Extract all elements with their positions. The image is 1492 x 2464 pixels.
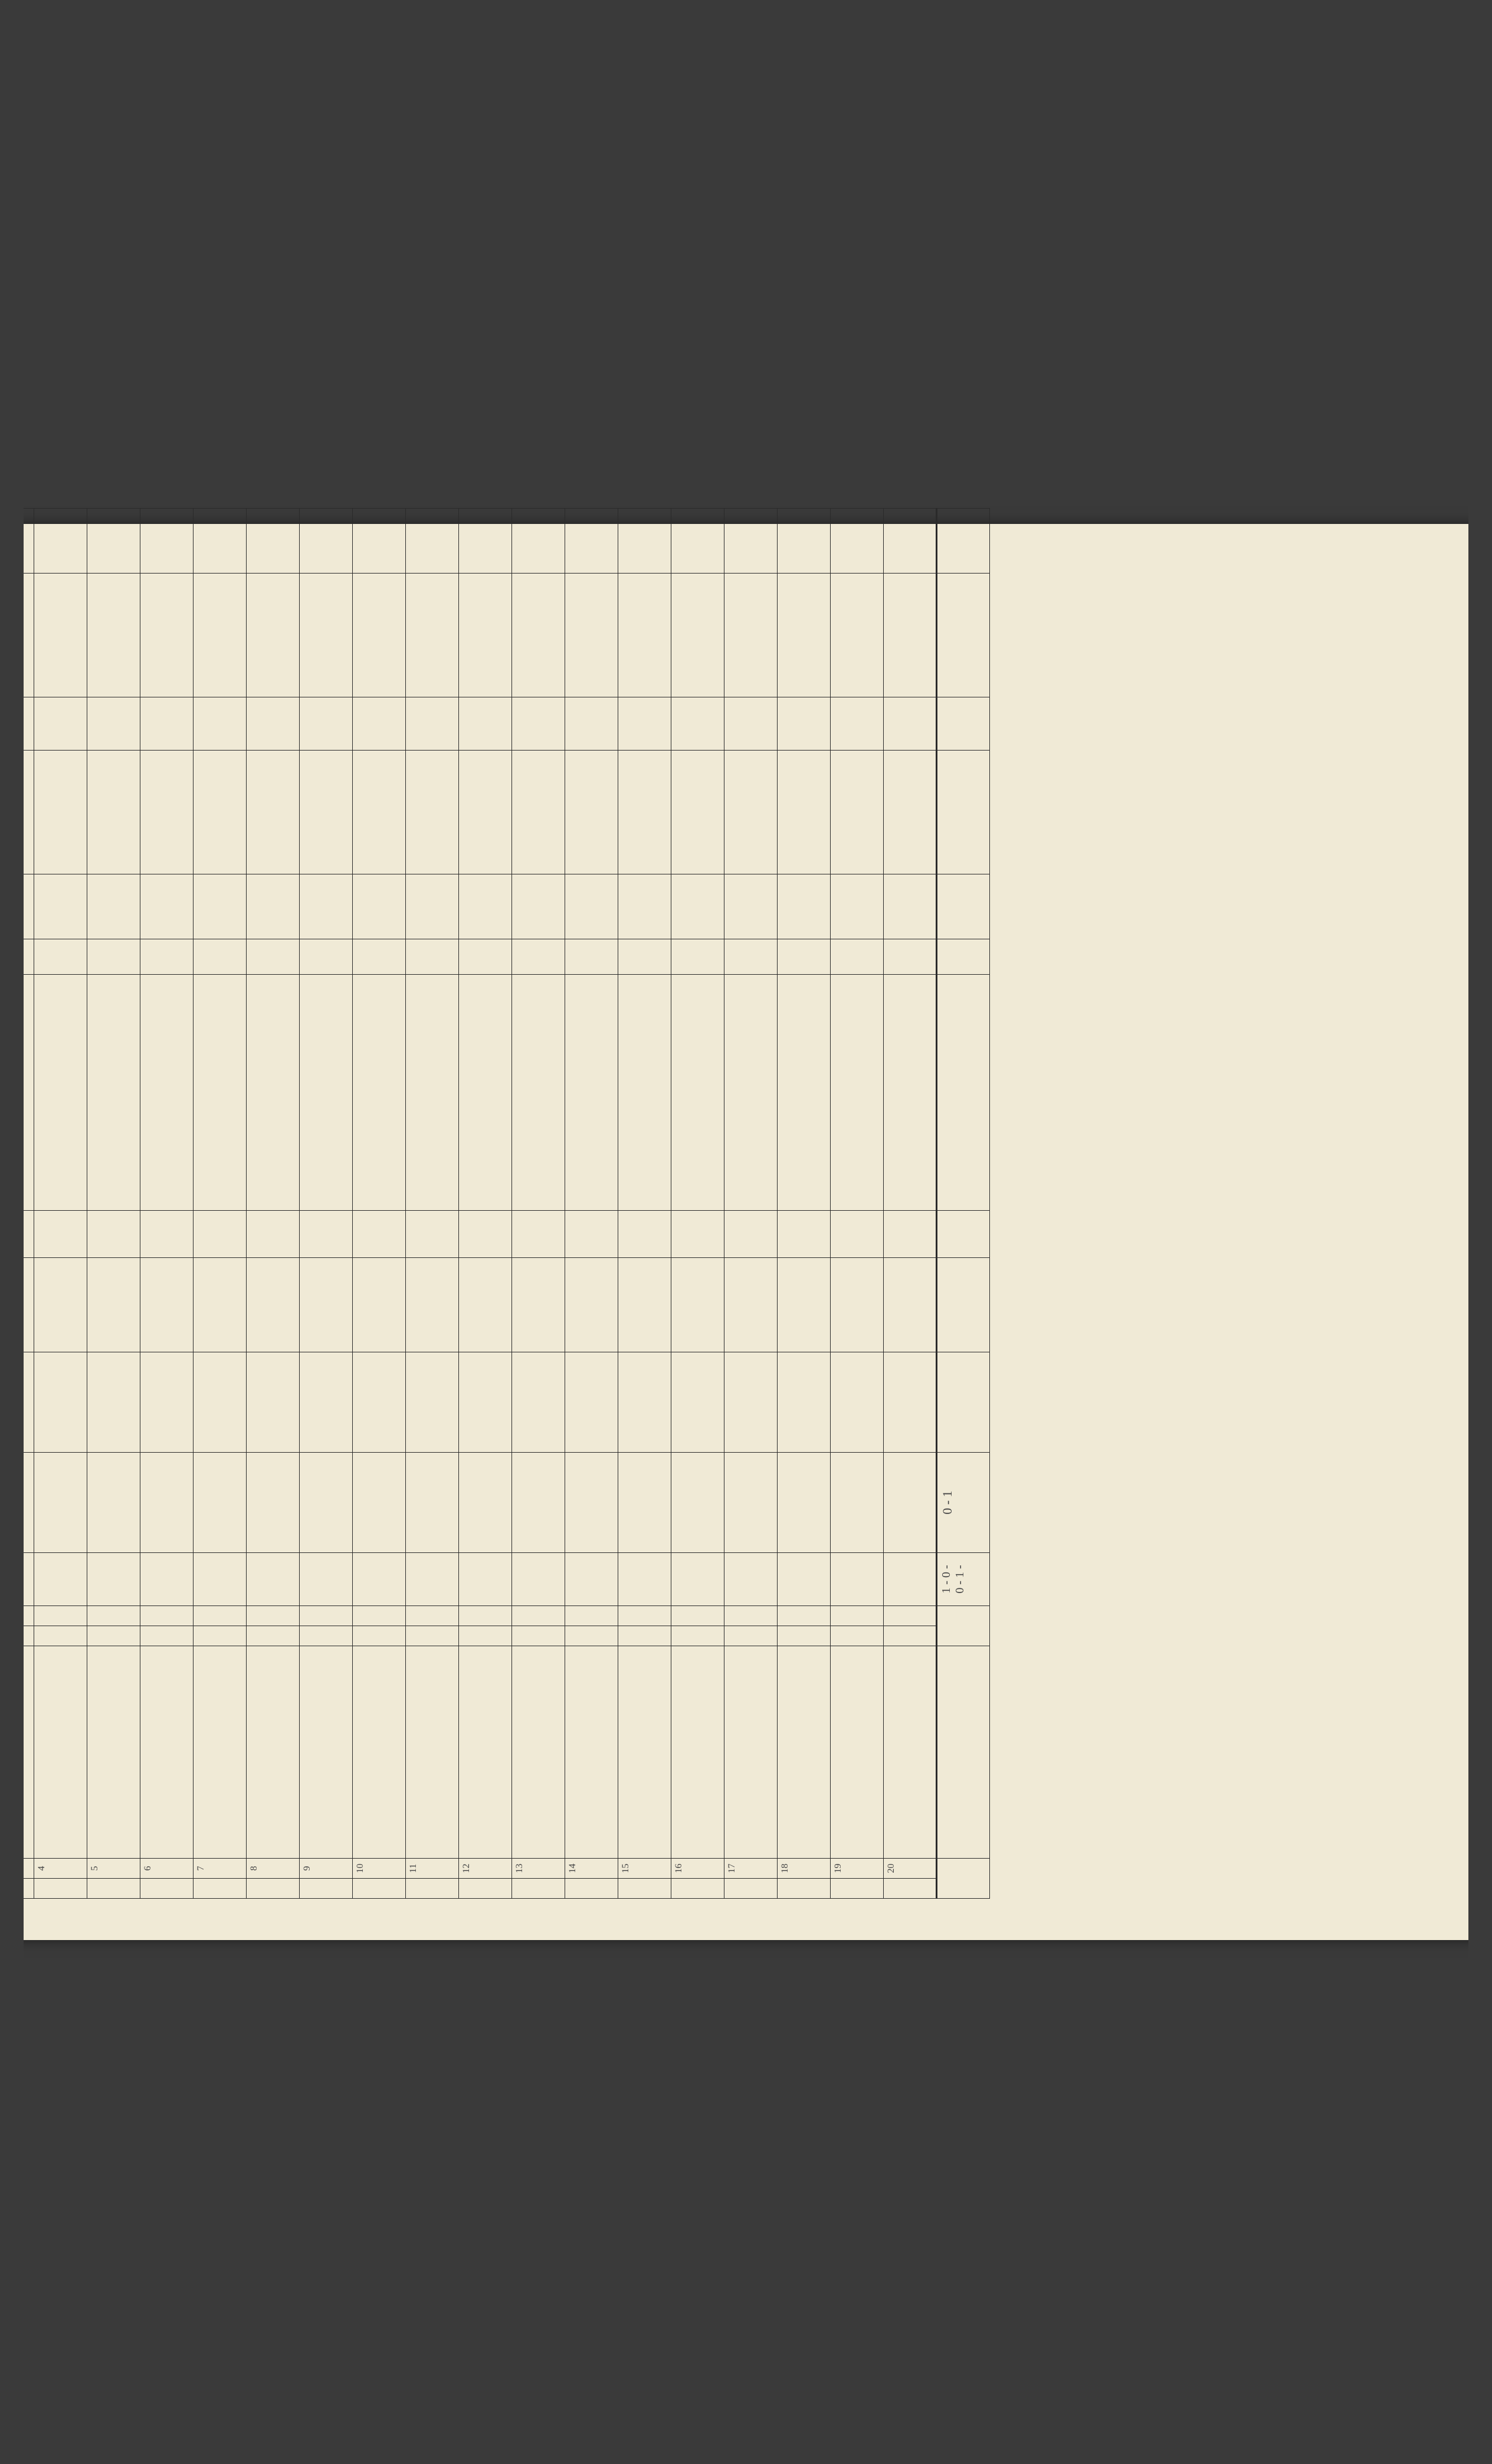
- table-row: 13: [511, 509, 565, 1899]
- table-row: 16: [671, 509, 724, 1899]
- table-row: 15: [618, 509, 671, 1899]
- table-row: 20: [883, 509, 936, 1899]
- table-row: 18: [777, 509, 830, 1899]
- table-row: 8: [246, 509, 299, 1899]
- summary-row: 1 - 0 - 0 - 1 - 0 - 1: [936, 509, 989, 1899]
- table-row: 19: [830, 509, 883, 1899]
- table-row: 7: [193, 509, 246, 1899]
- sum-c5: 0 - 1: [936, 1453, 989, 1553]
- table-row: 4: [34, 509, 87, 1899]
- table-row: 17: [724, 509, 777, 1899]
- table-row: 5: [87, 509, 140, 1899]
- table-row: 14: [565, 509, 618, 1899]
- table-row: 6: [140, 509, 193, 1899]
- table-row: 9: [299, 509, 352, 1899]
- table-row: 10: [352, 509, 405, 1899]
- census-form-sheet: 1322 2. Familieliste over folketallet 1s…: [24, 524, 1468, 1940]
- sum-c4: 1 - 0 - 0 - 1 -: [936, 1553, 989, 1606]
- table-row: 3: [24, 509, 34, 1899]
- table-row: 11: [405, 509, 458, 1899]
- census-table: 1. 2. 3. 4. 5. 6. 7. 8. 9 a. 9 b. 10. 11…: [24, 508, 989, 1899]
- data-body: 1Søren OlsenmbhfeSkomagermest. og Pedel9…: [24, 509, 936, 1899]
- table-row: 12: [458, 509, 511, 1899]
